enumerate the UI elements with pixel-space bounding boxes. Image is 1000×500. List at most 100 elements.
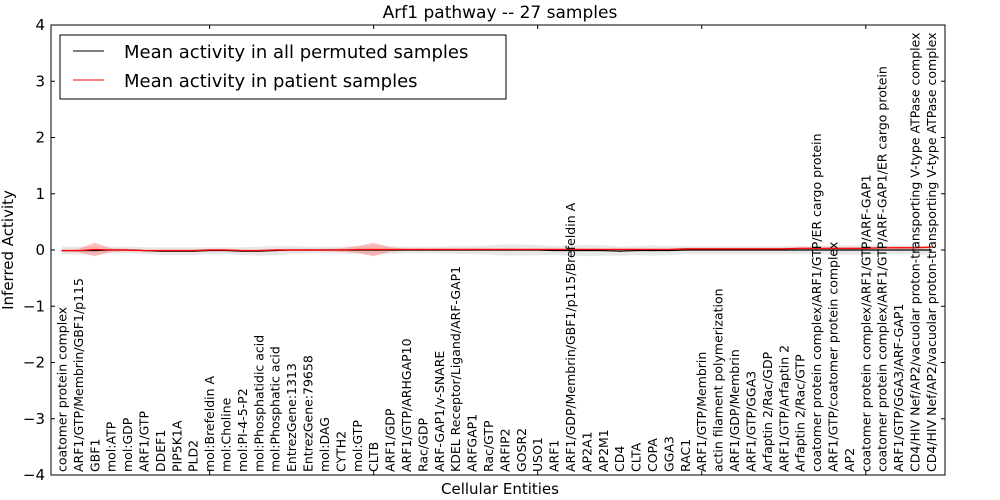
data-point [881, 249, 883, 251]
x-tick-label: mol:GDP [120, 417, 135, 472]
y-tick-label: 0 [35, 241, 45, 259]
data-point [225, 249, 227, 251]
data-point [783, 248, 785, 250]
x-tick-label: ARF1/GTP/Membrin/GBF1/p115 [71, 278, 86, 472]
x-tick-label: ARF1/GTP [137, 411, 152, 472]
data-point [520, 248, 522, 251]
x-tick-label: mol:Choline [219, 397, 234, 472]
y-tick-label: −3 [23, 410, 45, 428]
data-point [865, 247, 867, 249]
x-tick-label: EntrezGene:79658 [301, 355, 316, 472]
data-point [717, 249, 719, 251]
legend-label-permuted: Mean activity in all permuted samples [124, 42, 468, 63]
x-tick-label: CLTA [629, 442, 644, 472]
data-point [914, 247, 916, 249]
data-point [717, 248, 719, 250]
x-tick-label: GBF1 [87, 439, 102, 472]
x-tick-label: mol:DAG [317, 417, 332, 472]
data-point [422, 248, 424, 251]
data-point [487, 248, 490, 251]
x-tick-label: Rac/GDP [415, 418, 430, 472]
x-tick-label: DDEF1 [153, 430, 168, 472]
data-point [635, 249, 637, 252]
x-tick-label: PIP5K1A [169, 420, 184, 472]
x-tick-label: mol:Brefeldin A [202, 375, 217, 472]
y-tick-label: 2 [35, 129, 45, 147]
data-point [159, 249, 162, 252]
data-point [209, 249, 211, 251]
x-tick-label: mol:Phosphatic acid [268, 346, 283, 472]
y-tick-label: −1 [23, 297, 45, 315]
x-tick-label: ARF1/GTP/GGA3 [743, 371, 758, 472]
data-point [832, 249, 834, 251]
x-tick-label: ARF1/GDP/Membrin [727, 349, 742, 472]
y-tick-label: −2 [23, 354, 45, 372]
data-point [569, 249, 572, 252]
x-tick-label: ARF-GAP1/v-SNARE [432, 351, 447, 472]
data-point [783, 249, 785, 251]
data-point [127, 249, 129, 251]
data-point [291, 249, 293, 251]
x-tick-label: ARFGAP1 [465, 414, 480, 472]
y-tick-label: 3 [35, 72, 45, 90]
x-tick-label: ARF1/GDP [383, 408, 398, 472]
x-tick-label: ARF1/GDP/Membrin/GBF1/p115/Brefeldin A [563, 202, 578, 472]
data-point [832, 247, 834, 249]
data-point [553, 249, 555, 252]
data-point [602, 249, 604, 252]
data-point [504, 248, 506, 251]
x-tick-label: Arfaptin 2/Rac/GTP [793, 354, 808, 472]
y-axis: −4 −3 −2 −1 0 1 2 3 4 [23, 16, 945, 484]
data-point [766, 248, 768, 250]
x-tick-label: CLTB [366, 442, 381, 472]
data-point [668, 248, 670, 251]
x-axis: coatomer protein complex ARF1/GTP/Membrin… [54, 25, 939, 475]
data-point [848, 249, 850, 251]
data-point [701, 248, 703, 250]
data-point [569, 248, 572, 251]
data-point [914, 249, 916, 251]
data-point [881, 247, 883, 249]
data-point [750, 248, 752, 250]
x-tick-label: mol:Phosphatidic acid [251, 335, 266, 472]
x-tick-label: COPA [645, 438, 660, 472]
data-point [668, 249, 670, 252]
data-point [865, 249, 867, 251]
data-point [537, 248, 539, 251]
x-tick-label: AP2A1 [579, 431, 594, 472]
data-point [651, 248, 654, 251]
x-tick-label: Rac/GTP [481, 420, 496, 472]
data-point [586, 249, 588, 252]
data-point [61, 249, 63, 252]
x-tick-label: actin filament polymerization [711, 288, 726, 472]
data-point [602, 248, 604, 251]
data-point [455, 248, 457, 251]
legend-label-patient: Mean activity in patient samples [124, 71, 418, 92]
data-point [356, 248, 358, 251]
data-point [471, 248, 473, 251]
data-point [733, 248, 736, 250]
data-point [192, 249, 194, 252]
x-tick-label: KDEL Receptor/Ligand/ARF-GAP1 [448, 266, 463, 472]
data-point [94, 249, 96, 252]
x-tick-label: coatomer protein complex/ARF1/GTP/ARF-GA… [858, 174, 873, 472]
y-axis-label: Inferred Activity [0, 190, 17, 310]
x-tick-label: AP2 [842, 448, 857, 472]
x-tick-label: CD4/HIV Nef/AP2/vacuolar proton-transpor… [924, 32, 939, 472]
data-point [930, 249, 932, 251]
x-tick-label: ARF1/GTP/coatomer protein complex [825, 242, 840, 472]
x-tick-label: CD4 [612, 446, 627, 472]
data-point [684, 248, 686, 250]
data-point [323, 249, 326, 251]
data-point [405, 248, 408, 251]
y-tick-label: 4 [35, 16, 45, 34]
x-tick-label: mol:PI-4-5-P2 [235, 388, 250, 472]
x-tick-label: GGA3 [661, 436, 676, 472]
data-point [651, 249, 654, 252]
plot-area [61, 242, 932, 257]
data-point [373, 248, 375, 251]
x-tick-label: mol:GTP [350, 420, 365, 472]
chart-title: Arf1 pathway -- 27 samples [383, 3, 618, 23]
data-point [815, 247, 818, 249]
